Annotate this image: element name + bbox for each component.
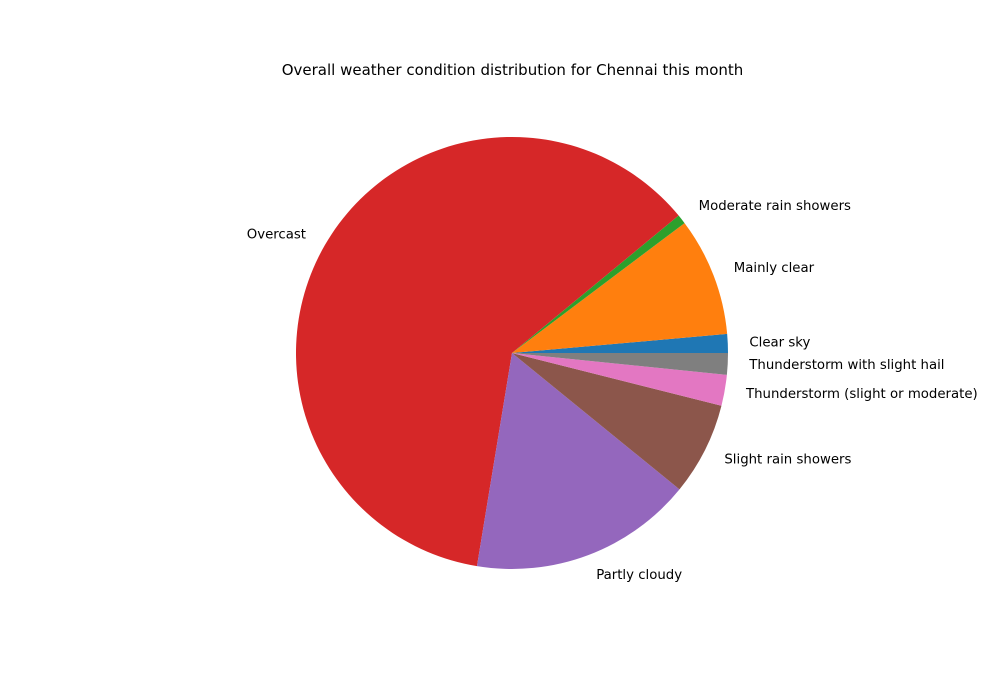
pie-slice-slight-rain-showers [512, 353, 722, 490]
pie-slice-thunderstorm-with-slight-hail [512, 353, 728, 375]
slice-label-thunderstorm-slight-or-moderate: Thunderstorm (slight or moderate) [745, 387, 978, 402]
slice-label-clear-sky: Clear sky [749, 335, 810, 350]
slice-label-partly-cloudy: Partly cloudy [596, 568, 682, 583]
pie-slice-moderate-rain-showers [512, 215, 685, 353]
pie-slice-overcast [295, 137, 679, 567]
slice-label-thunderstorm-with-slight-hail: Thunderstorm with slight hail [748, 358, 944, 373]
pie-slice-partly-cloudy [476, 353, 680, 570]
pie-slice-mainly-clear [512, 223, 728, 353]
slice-label-slight-rain-showers: Slight rain showers [724, 453, 851, 468]
slice-label-moderate-rain-showers: Moderate rain showers [699, 199, 851, 214]
pie-slice-clear-sky [512, 333, 728, 353]
slice-label-mainly-clear: Mainly clear [734, 261, 815, 276]
pie-slice-thunderstorm-slight-or-moderate [512, 353, 727, 406]
chart-title: Overall weather condition distribution f… [281, 61, 744, 79]
slice-label-overcast: Overcast [247, 228, 306, 243]
